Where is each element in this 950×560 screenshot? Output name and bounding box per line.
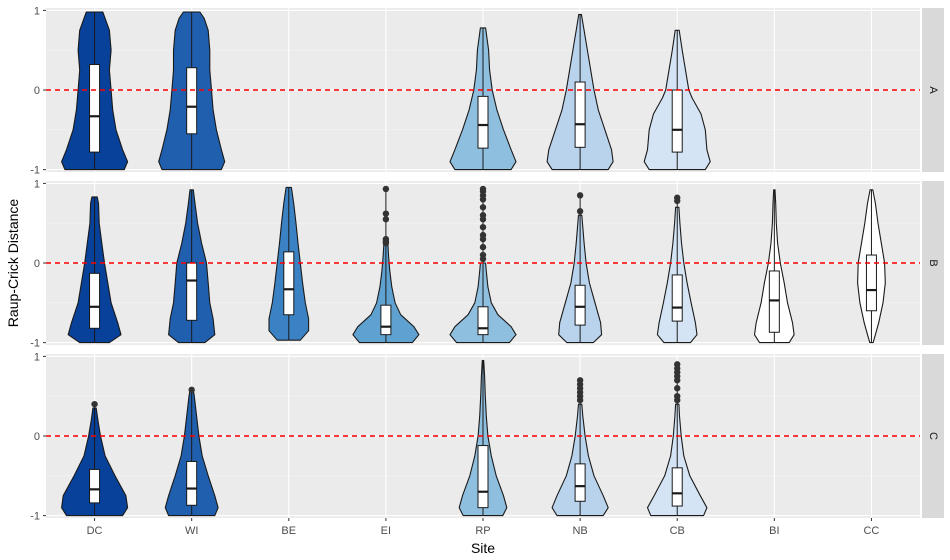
violin-NB (546, 13, 614, 171)
violin-CB (646, 361, 708, 517)
boxplot-box (283, 251, 295, 316)
outlier-point (674, 377, 681, 384)
boxplot-box (574, 463, 586, 502)
boxplot-box (477, 95, 489, 149)
violin-DC (61, 400, 129, 517)
x-tick-label: RP (475, 525, 490, 537)
boxplot-box (671, 274, 683, 322)
outlier-point (576, 396, 584, 404)
violin-CC (857, 189, 886, 344)
violin-WI (168, 189, 216, 344)
facet-strip (922, 8, 944, 172)
boxplot-box (671, 467, 683, 507)
x-tick-label: BE (281, 525, 296, 537)
violin-EI (352, 185, 420, 344)
facet-label: C (927, 432, 939, 440)
boxplot-box (186, 262, 198, 321)
boxplot-box (477, 445, 489, 509)
boxplot-box (89, 64, 101, 153)
facet-strip (922, 354, 944, 518)
x-tick-label: EI (381, 525, 391, 537)
boxplot-box (89, 272, 101, 329)
facet-strip (922, 181, 944, 345)
boxplot-box (865, 254, 877, 312)
y-tick-label: 0 (34, 258, 40, 270)
facet-label: A (927, 86, 939, 94)
y-tick-label: 1 (34, 351, 40, 363)
x-tick-label: DC (87, 525, 103, 537)
outlier-point (382, 185, 390, 193)
x-axis: DC WI BE EI RP NB CB BI CC (87, 518, 879, 537)
outlier-point (576, 192, 584, 199)
outlier-point (479, 223, 487, 231)
outlier-point (479, 243, 487, 251)
panel-C: C -1 0 1 (30, 351, 944, 523)
violin-NB (551, 377, 609, 517)
panel-B: B -1 0 1 (30, 178, 944, 350)
boxplot-box (574, 81, 586, 148)
outlier-point (479, 255, 487, 263)
y-axis-title: Raup-Crick Distance (5, 199, 21, 328)
y-tick-label: -1 (30, 338, 40, 350)
outlier-point (674, 197, 681, 205)
violin-BI (753, 189, 795, 344)
boxplot-box (89, 468, 101, 504)
x-tick-label: BI (769, 525, 779, 537)
panel-A: A -1 0 1 (30, 5, 944, 177)
violin-CB (656, 194, 698, 344)
violin-DC (61, 11, 129, 171)
violin-BE (268, 186, 310, 341)
boxplot-box (380, 304, 392, 336)
y-tick-label: 0 (34, 85, 40, 97)
x-tick-label: CC (863, 525, 879, 537)
outlier-point (479, 204, 487, 211)
x-axis-title: Site (471, 540, 495, 556)
violin-WI (158, 11, 226, 171)
panels: A -1 0 1 B -1 0 1 C -1 0 1 (30, 5, 944, 523)
violin-RP (458, 359, 508, 517)
x-tick-label: NB (572, 525, 587, 537)
violin-NB (558, 192, 603, 344)
outlier-point (188, 386, 195, 394)
outlier-point (479, 235, 487, 243)
outlier-point (674, 385, 681, 392)
y-tick-label: -1 (30, 511, 40, 523)
boxplot-box (574, 284, 586, 326)
violin-WI (164, 386, 219, 517)
boxplot-box (768, 270, 780, 333)
x-tick-label: WI (185, 525, 198, 537)
outlier-point (479, 216, 487, 223)
violin-RP (449, 185, 517, 344)
violin-RP (449, 27, 517, 171)
boxplot-box (186, 460, 198, 506)
outlier-point (91, 400, 98, 408)
boxplot-box (671, 89, 683, 153)
outlier-point (576, 208, 584, 215)
y-tick-label: 1 (34, 178, 40, 190)
outlier-point (674, 396, 681, 404)
y-tick-label: 1 (34, 5, 40, 17)
outlier-point (382, 210, 390, 217)
violin-CB (643, 29, 711, 171)
outlier-point (479, 196, 487, 203)
y-tick-label: 0 (34, 431, 40, 443)
outlier-point (382, 239, 390, 247)
facet-label: B (927, 259, 939, 266)
outlier-point (382, 216, 390, 223)
violin-DC (67, 196, 122, 344)
boxplot-box (186, 67, 198, 135)
boxplot-box (477, 306, 489, 336)
y-tick-label: -1 (30, 165, 40, 177)
x-tick-label: CB (670, 525, 685, 537)
